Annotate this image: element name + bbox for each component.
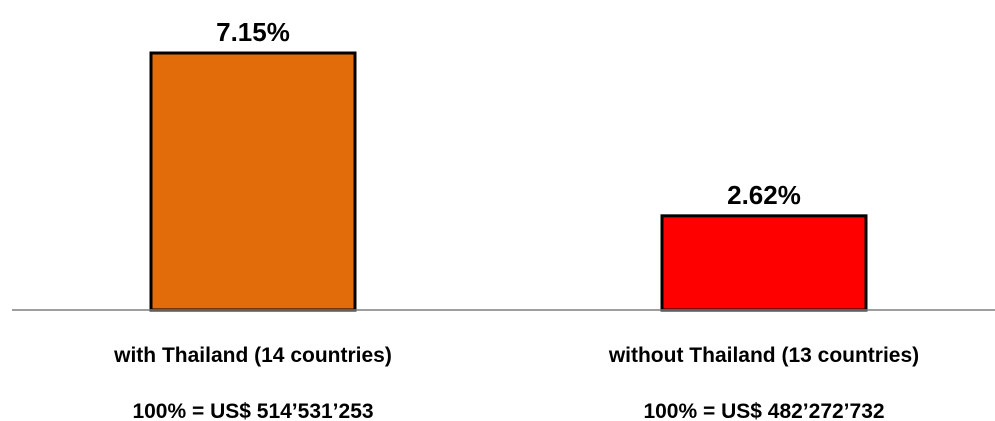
labels: 7.15% with Thailand (14 countries) 100% = … xyxy=(113,17,919,421)
bars xyxy=(149,51,868,312)
total-label-2: 100% = US$ 482’272’732 xyxy=(643,400,884,421)
value-label-1: 7.15% xyxy=(216,17,290,47)
bar-1 xyxy=(149,51,357,312)
value-label-2: 2.62% xyxy=(727,180,801,210)
category-label-2: without Thailand (13 countries) xyxy=(608,344,919,367)
category-label-1: with Thailand (14 countries) xyxy=(113,344,392,367)
bar-2 xyxy=(660,214,868,312)
total-label-1: 100% = US$ 514’531’253 xyxy=(132,400,373,421)
